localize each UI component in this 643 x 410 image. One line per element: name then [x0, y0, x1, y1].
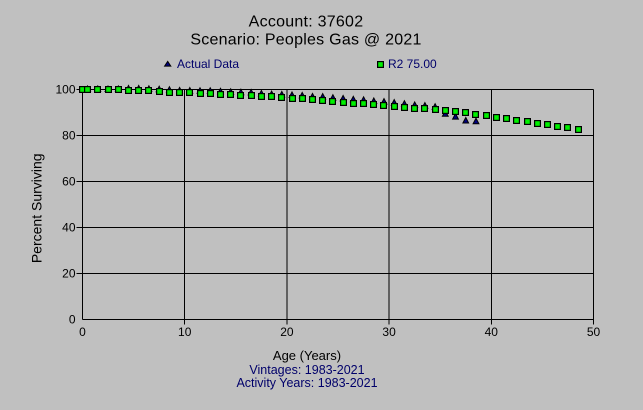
svg-text:Account: 37602: Account: 37602 — [249, 14, 364, 31]
svg-text:Activity Years: 1983-2021: Activity Years: 1983-2021 — [236, 376, 377, 390]
svg-text:0: 0 — [79, 325, 86, 339]
svg-text:40: 40 — [485, 325, 499, 339]
svg-text:10: 10 — [178, 325, 192, 339]
svg-text:20: 20 — [280, 325, 294, 339]
svg-text:30: 30 — [382, 325, 396, 339]
svg-text:0: 0 — [69, 313, 76, 327]
svg-text:Scenario: Peoples Gas @ 2021: Scenario: Peoples Gas @ 2021 — [190, 32, 421, 49]
svg-text:100: 100 — [55, 83, 75, 97]
svg-text:50: 50 — [587, 325, 601, 339]
svg-text:Vintages: 1983-2021: Vintages: 1983-2021 — [249, 363, 364, 377]
svg-text:Percent Surviving: Percent Surviving — [29, 153, 45, 263]
svg-text:60: 60 — [62, 175, 76, 189]
svg-text:Actual Data: Actual Data — [177, 57, 239, 71]
svg-text:R2 75.00: R2 75.00 — [388, 57, 437, 71]
svg-text:Age (Years): Age (Years) — [273, 348, 341, 363]
svg-text:20: 20 — [62, 267, 76, 281]
svg-text:40: 40 — [62, 221, 76, 235]
svg-text:80: 80 — [62, 129, 76, 143]
